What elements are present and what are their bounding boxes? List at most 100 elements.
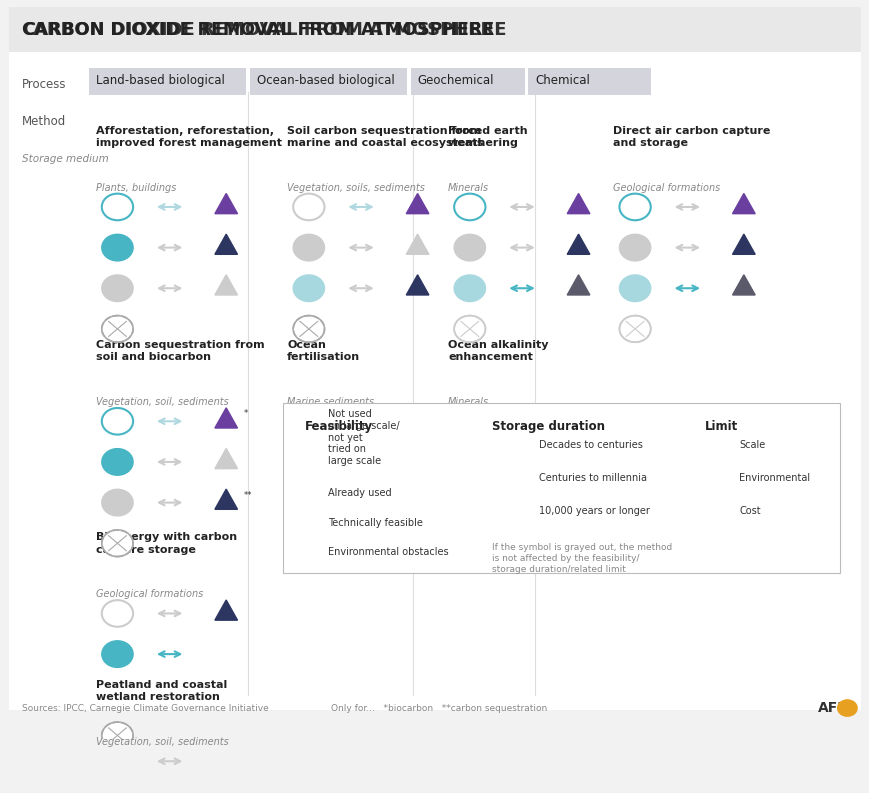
Text: Bioenergy with carbon
capture storage: Bioenergy with carbon capture storage xyxy=(96,532,236,554)
Text: ARBON DIOXIDE REMOVAL FROM ATMOSPHERE: ARBON DIOXIDE REMOVAL FROM ATMOSPHERE xyxy=(33,21,506,39)
Polygon shape xyxy=(215,408,237,428)
Text: Feasibility: Feasibility xyxy=(304,419,372,433)
Text: Afforestation, reforestation,
improved forest management: Afforestation, reforestation, improved f… xyxy=(96,125,282,148)
Polygon shape xyxy=(215,449,237,469)
Text: Scale: Scale xyxy=(739,440,765,450)
Text: Limit: Limit xyxy=(704,419,737,433)
Text: Already used: Already used xyxy=(328,488,391,498)
FancyBboxPatch shape xyxy=(249,68,407,94)
Polygon shape xyxy=(709,435,730,454)
Circle shape xyxy=(619,234,650,261)
Text: **: ** xyxy=(243,491,252,500)
Text: Cost: Cost xyxy=(739,507,760,516)
Polygon shape xyxy=(215,275,237,295)
Text: Geological formations: Geological formations xyxy=(613,182,720,193)
Circle shape xyxy=(836,699,857,717)
Circle shape xyxy=(102,489,133,516)
Circle shape xyxy=(293,449,324,475)
Circle shape xyxy=(102,449,133,475)
Circle shape xyxy=(619,275,650,301)
Circle shape xyxy=(102,275,133,301)
Polygon shape xyxy=(732,275,754,295)
Circle shape xyxy=(454,316,485,343)
Polygon shape xyxy=(567,275,589,295)
Polygon shape xyxy=(215,234,237,255)
Circle shape xyxy=(102,788,133,793)
Text: AFP: AFP xyxy=(817,701,847,715)
Circle shape xyxy=(298,486,319,504)
Polygon shape xyxy=(215,748,237,768)
Circle shape xyxy=(293,316,324,343)
Polygon shape xyxy=(567,449,589,469)
Text: Vegetation, soil, sediments: Vegetation, soil, sediments xyxy=(96,737,229,747)
Text: Ocean-based biological: Ocean-based biological xyxy=(256,74,394,87)
Circle shape xyxy=(102,234,133,261)
Circle shape xyxy=(298,546,319,563)
Circle shape xyxy=(293,489,324,516)
Text: Carbon sequestration from
soil and biocarbon: Carbon sequestration from soil and bioca… xyxy=(96,340,264,362)
Polygon shape xyxy=(709,501,730,520)
Polygon shape xyxy=(709,468,730,487)
FancyBboxPatch shape xyxy=(9,37,860,710)
Polygon shape xyxy=(215,193,237,213)
Text: Ocean alkalinity
enhancement: Ocean alkalinity enhancement xyxy=(448,340,548,362)
Text: Minerals: Minerals xyxy=(448,396,488,407)
Circle shape xyxy=(293,530,324,557)
Polygon shape xyxy=(215,788,237,793)
Circle shape xyxy=(454,449,485,475)
FancyBboxPatch shape xyxy=(282,403,839,573)
Text: Direct air carbon capture
and storage: Direct air carbon capture and storage xyxy=(613,125,770,148)
Text: Forced earth
weathering: Forced earth weathering xyxy=(448,125,527,148)
Text: *: * xyxy=(243,409,248,419)
Text: Method: Method xyxy=(22,116,66,128)
Text: Process: Process xyxy=(22,79,66,91)
Circle shape xyxy=(102,722,133,749)
Text: Peatland and coastal
wetland restoration: Peatland and coastal wetland restoration xyxy=(96,680,227,703)
Circle shape xyxy=(619,316,650,343)
Text: 10,000 years or longer: 10,000 years or longer xyxy=(539,507,649,516)
Polygon shape xyxy=(567,234,589,255)
Text: Plants, buildings: Plants, buildings xyxy=(96,182,176,193)
Circle shape xyxy=(454,530,485,557)
Circle shape xyxy=(298,516,319,534)
Text: CARBON DIOXIDE REMOVAL FROM ATMOSPHERE: CARBON DIOXIDE REMOVAL FROM ATMOSPHERE xyxy=(22,21,494,39)
FancyBboxPatch shape xyxy=(9,7,860,52)
Text: Chemical: Chemical xyxy=(534,74,589,87)
Text: If the symbol is grayed out, the method
is not affected by the feasibility/
stor: If the symbol is grayed out, the method … xyxy=(491,543,671,574)
Text: Decades to centuries: Decades to centuries xyxy=(539,440,642,450)
Text: Soil carbon sequestration from
marine and coastal ecosystems: Soil carbon sequestration from marine an… xyxy=(287,125,483,148)
Text: Only for...   *biocarbon   **carbon sequestration: Only for... *biocarbon **carbon sequestr… xyxy=(330,703,547,713)
FancyBboxPatch shape xyxy=(89,68,246,94)
Polygon shape xyxy=(732,234,754,255)
Text: Technically feasible: Technically feasible xyxy=(328,518,422,527)
Text: Minerals: Minerals xyxy=(448,182,488,193)
Polygon shape xyxy=(406,275,428,295)
FancyBboxPatch shape xyxy=(527,68,650,94)
Polygon shape xyxy=(215,489,237,509)
Polygon shape xyxy=(567,193,589,213)
Text: Storage duration: Storage duration xyxy=(491,419,604,433)
Circle shape xyxy=(293,275,324,301)
Text: Storage medium: Storage medium xyxy=(22,154,109,164)
Circle shape xyxy=(102,316,133,343)
Polygon shape xyxy=(406,193,428,213)
Text: Vegetation, soil, sediments: Vegetation, soil, sediments xyxy=(96,396,229,407)
Circle shape xyxy=(293,234,324,261)
Polygon shape xyxy=(732,193,754,213)
Text: Land-based biological: Land-based biological xyxy=(96,74,224,87)
Circle shape xyxy=(454,489,485,516)
Text: Marine sediments: Marine sediments xyxy=(287,396,374,407)
Circle shape xyxy=(102,530,133,557)
Text: Vegetation, soils, sediments: Vegetation, soils, sediments xyxy=(287,182,424,193)
Text: Ocean
fertilisation: Ocean fertilisation xyxy=(287,340,360,362)
Text: C: C xyxy=(22,21,35,39)
Polygon shape xyxy=(215,600,237,620)
Polygon shape xyxy=(567,489,589,509)
Circle shape xyxy=(454,275,485,301)
Polygon shape xyxy=(406,408,428,428)
Text: Geochemical: Geochemical xyxy=(417,74,494,87)
Text: Environmental obstacles: Environmental obstacles xyxy=(328,547,448,557)
Polygon shape xyxy=(567,408,589,428)
Circle shape xyxy=(102,641,133,668)
Polygon shape xyxy=(406,234,428,255)
